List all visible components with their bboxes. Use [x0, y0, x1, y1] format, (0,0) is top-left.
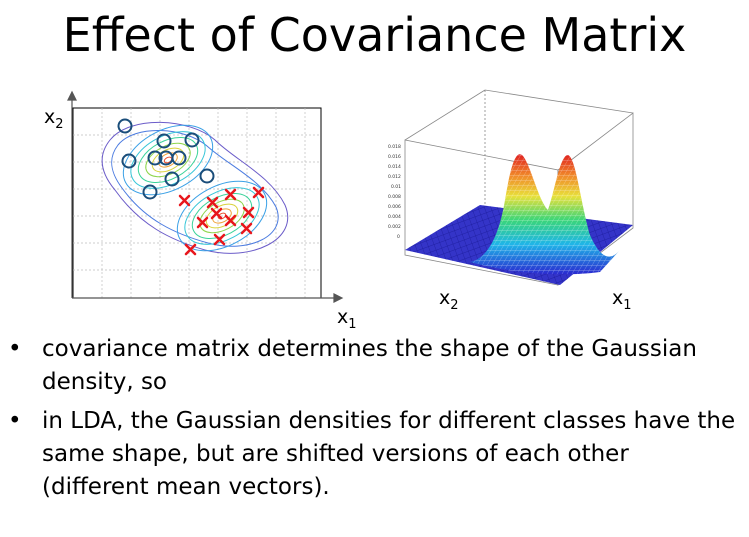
z-tick-labels: 0.018 0.016 0.014 0.012 0.01 0.008 0.006… [388, 144, 401, 240]
figure-area: x2 x1 0.018 0.016 0.014 0.012 0.01 0.008… [44, 89, 634, 330]
z-tick-label: 0.016 [388, 154, 401, 160]
cross-marker [252, 186, 265, 199]
z-tick-label: 0.004 [388, 214, 401, 220]
bullet-item: • covariance matrix determines the shape… [6, 333, 742, 399]
cross-marker [196, 216, 209, 229]
circle-marker [117, 118, 133, 134]
z-tick-label: 0.018 [388, 144, 401, 150]
z-tick-label: 0.012 [388, 174, 401, 180]
contour-plot: x2 x1 [44, 90, 357, 330]
circle-marker [121, 153, 137, 169]
circle-marker [184, 132, 200, 148]
bullet-marker: • [8, 336, 22, 362]
plot-axes [67, 90, 344, 303]
bullet-list: • covariance matrix determines the shape… [6, 333, 742, 510]
cross-marker [178, 194, 191, 207]
cross-marker [242, 206, 255, 219]
class-one-markers [117, 118, 215, 200]
x1-axis-label: x1 [612, 287, 632, 313]
y-axis-label: x2 [44, 106, 64, 132]
cross-marker [210, 207, 223, 220]
x-axis-label: x1 [337, 306, 357, 330]
cross-marker [224, 214, 237, 227]
z-tick-label: 0.002 [388, 224, 401, 230]
circle-marker [142, 184, 158, 200]
cross-marker [213, 233, 226, 246]
bullet-item: • in LDA, the Gaussian densities for dif… [6, 405, 742, 504]
cross-marker [224, 188, 237, 201]
bullet-text: in LDA, the Gaussian densities for diffe… [42, 408, 736, 500]
cross-marker [184, 243, 197, 256]
bullet-marker: • [8, 408, 22, 434]
class-two-markers [178, 186, 265, 256]
circle-marker [164, 171, 180, 187]
z-tick-label: 0.008 [388, 194, 401, 200]
circle-marker [171, 150, 187, 166]
circle-marker [147, 150, 163, 166]
circle-marker [156, 133, 172, 149]
z-tick-label: 0.014 [388, 164, 401, 170]
slide-title: Effect of Covariance Matrix [62, 8, 687, 62]
surface-plot: 0.018 0.016 0.014 0.012 0.01 0.008 0.006… [388, 89, 634, 313]
bullet-text: covariance matrix determines the shape o… [42, 336, 697, 395]
x2-axis-label: x2 [439, 287, 459, 313]
circle-marker [199, 168, 215, 184]
cross-marker [206, 196, 219, 209]
cross-marker [240, 222, 253, 235]
z-tick-label: 0 [397, 234, 400, 240]
z-tick-label: 0.01 [391, 184, 401, 190]
z-tick-label: 0.006 [388, 204, 401, 210]
